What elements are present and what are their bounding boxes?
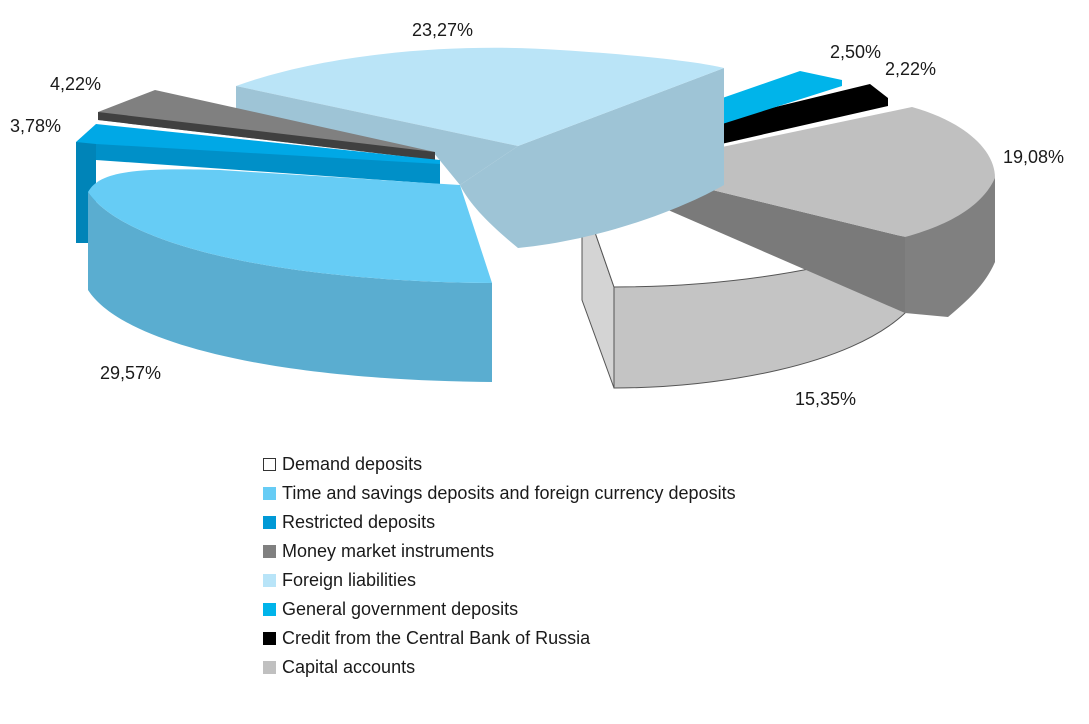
slice-capital-accounts bbox=[622, 107, 995, 317]
legend-swatch bbox=[263, 632, 276, 645]
legend-label: Demand deposits bbox=[282, 454, 423, 474]
label-money-market-instruments: 4,22% bbox=[50, 74, 101, 94]
legend-item-foreign-liabilities: Foreign liabilities bbox=[263, 566, 736, 595]
legend-item-money-market-instruments: Money market instruments bbox=[263, 537, 736, 566]
slice-money-market-instruments bbox=[98, 90, 435, 160]
legend-label: General government deposits bbox=[282, 599, 519, 619]
label-capital-accounts: 19,08% bbox=[1003, 147, 1064, 167]
label-foreign-liabilities: 23,27% bbox=[412, 20, 473, 40]
slice-time-savings-deposits bbox=[88, 169, 492, 382]
label-credit-central-bank: 2,22% bbox=[885, 59, 936, 79]
slice-foreign-liabilities bbox=[236, 47, 724, 248]
legend-swatch bbox=[263, 487, 276, 500]
legend-label: Capital accounts bbox=[282, 657, 416, 677]
legend-swatch bbox=[263, 661, 276, 674]
legend-swatch bbox=[263, 545, 276, 558]
label-demand-deposits: 15,35% bbox=[795, 389, 856, 409]
legend-item-credit-central-bank: Credit from the Central Bank of Russia bbox=[263, 624, 736, 653]
legend-swatch bbox=[263, 458, 276, 471]
legend-label: Credit from the Central Bank of Russia bbox=[282, 628, 591, 648]
legend-swatch bbox=[263, 574, 276, 587]
legend-label: Money market instruments bbox=[282, 541, 495, 561]
legend-item-capital-accounts: Capital accounts bbox=[263, 653, 736, 682]
legend-item-general-government-deposits: General government deposits bbox=[263, 595, 736, 624]
legend-label: Time and savings deposits and foreign cu… bbox=[282, 483, 736, 503]
legend-item-demand-deposits: Demand deposits bbox=[263, 450, 736, 479]
label-restricted-deposits: 3,78% bbox=[10, 116, 61, 136]
legend-label: Restricted deposits bbox=[282, 512, 436, 532]
legend-swatch bbox=[263, 516, 276, 529]
label-time-savings-deposits: 29,57% bbox=[100, 363, 161, 383]
legend: Demand deposits Time and savings deposit… bbox=[263, 450, 736, 682]
legend-label: Foreign liabilities bbox=[282, 570, 417, 590]
legend-item-restricted-deposits: Restricted deposits bbox=[263, 508, 736, 537]
legend-item-time-savings-deposits: Time and savings deposits and foreign cu… bbox=[263, 479, 736, 508]
legend-swatch bbox=[263, 603, 276, 616]
label-general-government-deposits: 2,50% bbox=[830, 42, 881, 62]
